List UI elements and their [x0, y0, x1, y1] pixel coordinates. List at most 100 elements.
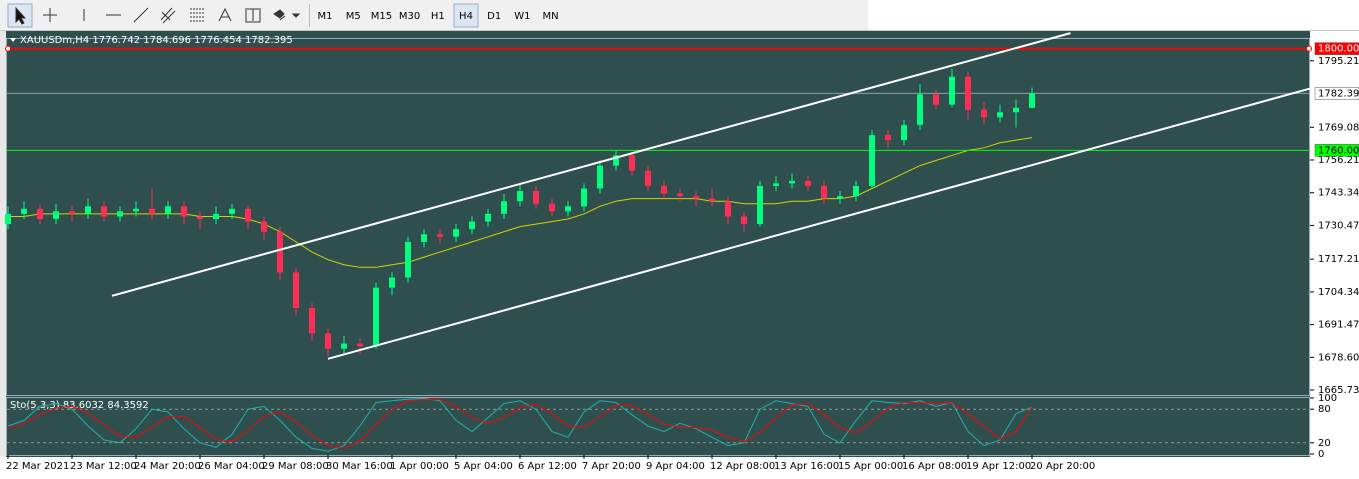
chart-left-edge	[0, 31, 6, 457]
candle-body	[101, 206, 107, 217]
candle-body	[373, 287, 379, 347]
timeframe-button[interactable]	[453, 3, 479, 28]
candle-body	[997, 112, 1003, 118]
y-tick-label: 20	[1318, 438, 1331, 449]
candle-body	[725, 201, 731, 217]
stochastic-signal	[7, 399, 1033, 449]
candle-body	[757, 185, 763, 225]
chart-header: XAUUSDm,H4 1776.742 1784.696 1776.454 17…	[20, 35, 293, 46]
candle-body	[389, 277, 395, 288]
x-tick-label: 7 Apr 20:00	[582, 461, 641, 472]
y-tick-label: 1795.210	[1318, 56, 1359, 67]
timeframe-label[interactable]: MN	[543, 11, 559, 22]
candle-body	[309, 307, 315, 334]
candle-body	[933, 94, 939, 105]
candle-body	[533, 191, 539, 204]
x-tick-label: 29 Mar 08:00	[262, 461, 329, 472]
candle-body	[197, 216, 203, 220]
candle-body	[485, 213, 491, 222]
line-anchor	[1306, 45, 1312, 52]
candle-body	[693, 196, 699, 199]
candle-body	[981, 109, 987, 118]
x-tick-label: 12 Apr 08:00	[710, 461, 775, 472]
y-tick-label: 0	[1318, 449, 1324, 460]
candle-body	[613, 155, 619, 166]
candle-body	[165, 206, 171, 214]
label-icon[interactable]	[245, 8, 261, 23]
candle-body	[741, 216, 747, 225]
x-tick-label: 24 Mar 20:00	[134, 461, 201, 472]
timeframe-label[interactable]: W1	[514, 11, 530, 22]
price-label: 1760.000	[1318, 145, 1359, 156]
timeframe-label[interactable]: M5	[346, 11, 361, 22]
moving-average	[8, 137, 1033, 268]
timeframe-label[interactable]: D1	[487, 11, 501, 22]
candle-body	[229, 208, 235, 214]
y-tick-label: 1704.340	[1318, 287, 1359, 298]
candle-body	[517, 191, 523, 202]
candle-body	[245, 208, 251, 222]
cursor-icon	[15, 6, 27, 25]
x-tick-label: 23 Mar 12:00	[70, 461, 137, 472]
candle-body	[1013, 107, 1019, 113]
x-tick-label: 9 Apr 04:00	[646, 461, 705, 472]
candle-body	[181, 206, 187, 217]
candle-body	[277, 231, 283, 273]
x-tick-label: 1 Apr 00:00	[390, 461, 449, 472]
stochastic-main	[7, 398, 1033, 452]
channel-line	[327, 87, 1311, 360]
text-icon[interactable]	[218, 7, 232, 22]
candle-body	[837, 196, 843, 199]
x-tick-label: 15 Apr 00:00	[838, 461, 903, 472]
y-tick-label: 100	[1318, 393, 1337, 404]
time-axis	[0, 457, 1359, 479]
candle-body	[85, 206, 91, 214]
channel-icon[interactable]	[160, 7, 176, 24]
tool-icons	[7, 3, 301, 28]
x-tick-label: 22 Mar 2021	[6, 461, 69, 472]
trendline-icon[interactable]	[133, 7, 149, 23]
candle-body	[453, 229, 459, 237]
candle-body	[853, 185, 859, 197]
candle-body	[597, 165, 603, 189]
y-tick-label: 1769.080	[1318, 122, 1359, 133]
candle-body	[149, 208, 155, 214]
candle-body	[53, 211, 59, 220]
candle-body	[69, 211, 75, 214]
timeframe-label[interactable]: H4	[459, 11, 473, 22]
price-label: 1782.395	[1318, 88, 1359, 99]
sub-frame	[6, 397, 1310, 456]
candle-body	[1029, 93, 1035, 108]
x-tick-label: 19 Apr 12:00	[966, 461, 1031, 472]
x-tick-label: 5 Apr 04:00	[454, 461, 513, 472]
y-tick-label: 1665.730	[1318, 385, 1359, 396]
candle-body	[5, 213, 11, 225]
crosshair-icon[interactable]	[43, 8, 57, 22]
shapes-icon[interactable]	[273, 9, 301, 21]
candle-body	[581, 188, 587, 207]
timeframe-label[interactable]: M15	[371, 11, 392, 22]
candle-body	[405, 241, 411, 278]
y-tick-label: 1730.470	[1318, 220, 1359, 231]
fibo-icon[interactable]	[190, 8, 204, 22]
y-tick-label: 1717.210	[1318, 254, 1359, 265]
timeframe-label[interactable]: M1	[318, 11, 333, 22]
candle-body	[789, 180, 795, 184]
candle-body	[869, 135, 875, 186]
candle-body	[629, 155, 635, 171]
candle-body	[949, 76, 955, 105]
candle-body	[901, 124, 907, 141]
candle-body	[261, 221, 267, 232]
candle-body	[917, 94, 923, 125]
price-label: 1800.000	[1318, 44, 1359, 55]
y-tick-label: 80	[1318, 404, 1331, 415]
x-tick-label: 13 Apr 16:00	[774, 461, 839, 472]
candle-body	[341, 343, 347, 349]
candle-body	[965, 76, 971, 110]
candle-body	[37, 208, 43, 220]
line-anchor	[5, 45, 11, 52]
timeframe-label[interactable]: M30	[399, 11, 420, 22]
timeframe-label[interactable]: H1	[431, 11, 445, 22]
price-label-box	[1314, 144, 1359, 157]
